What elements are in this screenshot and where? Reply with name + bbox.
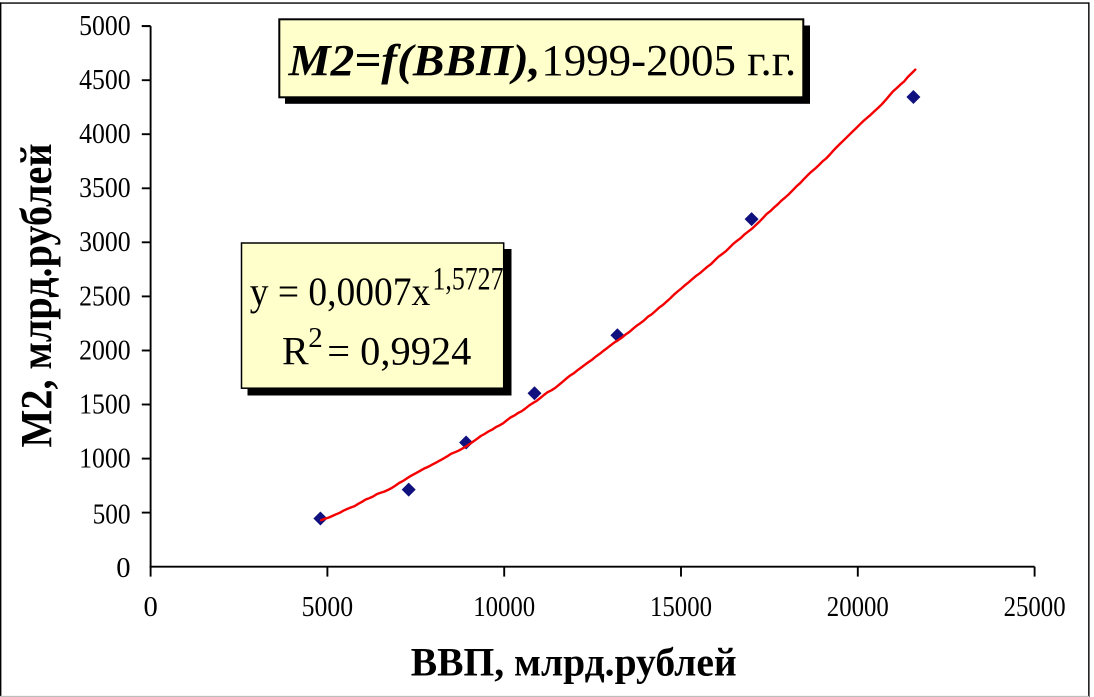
svg-text:y = 0,0007x: y = 0,0007x	[250, 269, 430, 314]
svg-text:20000: 20000	[827, 592, 889, 623]
svg-text:2: 2	[308, 322, 323, 354]
svg-text:М2, млрд.рублей: М2, млрд.рублей	[12, 144, 61, 448]
svg-text:ВВП, млрд.рублей: ВВП, млрд.рублей	[411, 640, 737, 685]
svg-text:М2=f(ВВП),1999-2005 г.г.: М2=f(ВВП),1999-2005 г.г.	[287, 35, 796, 85]
svg-text:3500: 3500	[79, 173, 131, 204]
svg-text:4500: 4500	[79, 65, 131, 96]
svg-text:15000: 15000	[650, 592, 712, 623]
svg-text:= 0,9924: = 0,9924	[327, 329, 471, 374]
svg-text:1,5727: 1,5727	[433, 262, 504, 298]
svg-text:2000: 2000	[79, 335, 131, 366]
svg-text:0: 0	[143, 592, 157, 623]
svg-text:0: 0	[116, 553, 130, 584]
svg-text:10000: 10000	[473, 592, 535, 623]
svg-text:5000: 5000	[79, 11, 131, 42]
svg-text:3000: 3000	[79, 227, 131, 258]
svg-text:1500: 1500	[79, 389, 131, 420]
svg-text:4000: 4000	[79, 119, 131, 150]
svg-text:R: R	[282, 329, 309, 374]
svg-text:1000: 1000	[79, 444, 131, 475]
svg-text:5000: 5000	[302, 592, 354, 623]
svg-text:2500: 2500	[79, 281, 131, 312]
svg-text:500: 500	[93, 499, 131, 530]
svg-text:25000: 25000	[1004, 592, 1066, 623]
